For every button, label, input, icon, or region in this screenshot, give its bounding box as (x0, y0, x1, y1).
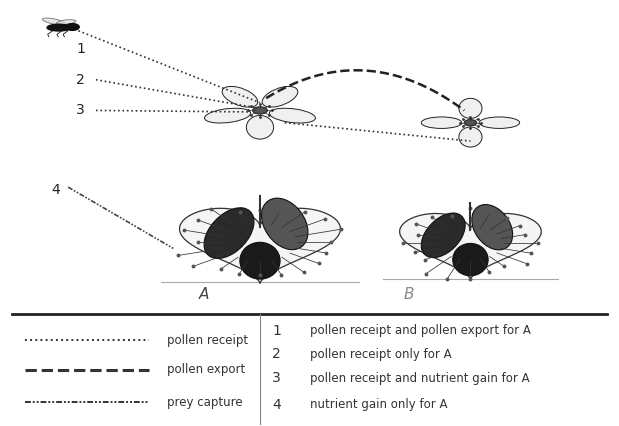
Ellipse shape (262, 198, 308, 250)
Ellipse shape (452, 243, 488, 276)
Circle shape (464, 120, 477, 126)
Text: pollen receipt and nutrient gain for A: pollen receipt and nutrient gain for A (310, 372, 529, 385)
Text: 1: 1 (76, 42, 85, 56)
Ellipse shape (472, 204, 513, 250)
Text: B: B (404, 287, 413, 302)
Text: pollen export: pollen export (167, 363, 245, 377)
Ellipse shape (459, 98, 482, 118)
Ellipse shape (269, 108, 316, 123)
Polygon shape (400, 213, 541, 279)
Text: nutrient gain only for A: nutrient gain only for A (310, 398, 447, 411)
Ellipse shape (422, 213, 465, 258)
Ellipse shape (479, 117, 519, 128)
Ellipse shape (43, 18, 65, 25)
Ellipse shape (204, 108, 251, 123)
Circle shape (66, 23, 79, 30)
Text: 4: 4 (272, 397, 281, 412)
Text: pollen receipt: pollen receipt (167, 334, 248, 347)
Text: 2: 2 (272, 348, 281, 361)
Text: 3: 3 (272, 371, 281, 385)
Text: 2: 2 (76, 73, 85, 87)
Text: A: A (199, 287, 209, 302)
Ellipse shape (56, 20, 76, 25)
Text: pollen receipt and pollen export for A: pollen receipt and pollen export for A (310, 324, 530, 337)
Ellipse shape (246, 115, 274, 139)
Text: 4: 4 (51, 183, 60, 197)
Ellipse shape (204, 208, 254, 259)
Ellipse shape (422, 117, 462, 128)
Text: 3: 3 (76, 104, 85, 118)
Ellipse shape (47, 24, 71, 31)
Polygon shape (180, 208, 340, 283)
Text: 1: 1 (272, 324, 281, 337)
Text: pollen receipt only for A: pollen receipt only for A (310, 348, 451, 361)
Circle shape (253, 107, 267, 114)
Ellipse shape (459, 127, 482, 147)
Ellipse shape (240, 242, 280, 279)
Text: prey capture: prey capture (167, 396, 243, 409)
Ellipse shape (262, 86, 298, 107)
Ellipse shape (222, 86, 258, 107)
